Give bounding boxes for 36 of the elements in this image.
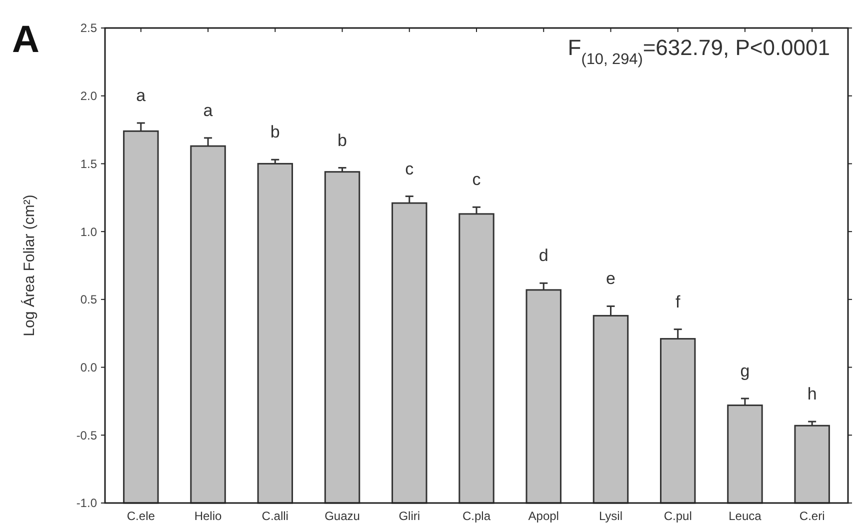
annotation: g [740, 362, 750, 380]
annotation: f [675, 292, 680, 312]
y-tick-label: 1.5 [80, 156, 98, 171]
annotation: d [538, 246, 548, 266]
x-tick-label: Helio [194, 509, 222, 523]
x-tick-label: Apopl [528, 509, 559, 523]
annotation: F$_{(10, 294)}$=632.79, P<0.0001 [568, 35, 830, 68]
y-tick-label: -1.0 [76, 496, 98, 510]
x-tick-label: Gliri [398, 509, 420, 523]
y-tick-label: 0.5 [80, 292, 98, 307]
x-tick-label: Lysil [598, 509, 623, 523]
annotation: h [807, 384, 817, 404]
annotation: b [338, 130, 347, 150]
x-tick-label: C.eri [799, 509, 825, 523]
x-tick-label: C.pul [664, 509, 692, 523]
y-axis-title: Log Área Foliar (cm²) [20, 194, 38, 336]
y-tick-label: 1.0 [80, 224, 98, 239]
y-tick-label: 0.0 [80, 360, 98, 374]
x-tick-label: C.pla [462, 509, 491, 523]
y-tick-label: 2.5 [80, 21, 98, 36]
annotation: b [270, 122, 280, 142]
annotation: c [472, 170, 482, 190]
annotation: a [136, 86, 146, 105]
x-tick-label: C.alli [262, 509, 288, 523]
bar [324, 171, 360, 504]
text: A [12, 19, 40, 61]
annotation: c [405, 159, 414, 178]
annotation: e [606, 269, 616, 288]
x-tick-label: C.ele [126, 509, 156, 523]
y-tick-label: 2.0 [80, 89, 98, 104]
annotation: a [203, 100, 214, 120]
y-tick-label: -0.5 [76, 428, 98, 442]
x-tick-label: Guazu [324, 509, 360, 523]
x-tick-label: Leuca [728, 509, 762, 523]
bar [794, 424, 830, 504]
bar [257, 162, 294, 504]
